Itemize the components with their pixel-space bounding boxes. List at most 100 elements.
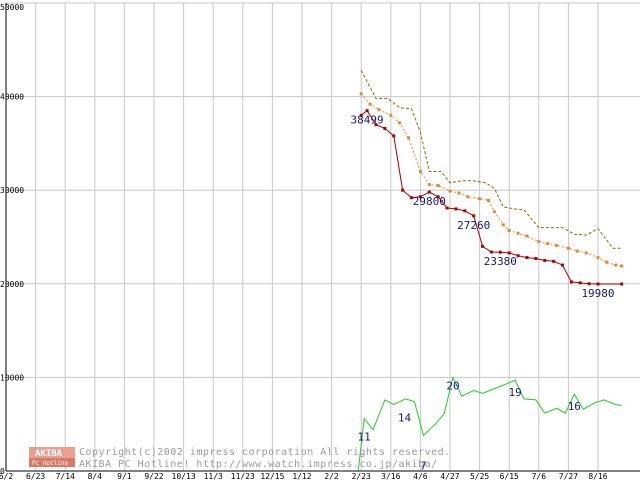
average-point (407, 136, 411, 140)
low-point (489, 250, 493, 254)
low-point (410, 196, 414, 200)
average-point (507, 228, 511, 232)
x-tick-label: 3/16 (381, 472, 400, 480)
y-tick-label: 0 (0, 467, 5, 476)
data-label: 19 (508, 386, 521, 399)
low-point (445, 206, 449, 210)
data-label: 11 (358, 431, 371, 444)
average-point (614, 263, 618, 267)
count-price-line (357, 375, 622, 472)
x-tick-label: 1/12 (292, 472, 311, 480)
low-point (507, 251, 511, 255)
series-group (357, 70, 624, 472)
x-tick-label: 4/27 (440, 472, 459, 480)
x-tick-label: 6/2 (0, 472, 13, 480)
average-point (466, 195, 470, 199)
low-point (569, 280, 573, 284)
average-point (584, 251, 588, 255)
low-point (587, 282, 591, 286)
average-point (620, 264, 624, 268)
x-tick-label: 6/15 (500, 472, 519, 480)
low-point (365, 109, 369, 113)
low-point (620, 282, 624, 286)
low-point (392, 134, 396, 138)
average-point (605, 260, 609, 264)
low-point (427, 190, 431, 194)
low-point (359, 113, 363, 117)
axes (5, 3, 640, 472)
average-point (436, 184, 440, 188)
low-point (401, 188, 405, 192)
x-tick-label: 12/15 (260, 472, 284, 480)
site-url-line: AKIBA PC Hotline! http://www.watch.impre… (79, 459, 438, 470)
data-label: 38499 (351, 114, 384, 127)
copyright-line: Copyright(c)2002 impress corporation All… (79, 447, 451, 458)
low-point (374, 123, 378, 127)
average-point (418, 169, 422, 173)
data-label: 16 (568, 400, 581, 413)
low-point (436, 195, 440, 199)
average-point (516, 231, 520, 235)
data-label: 27260 (457, 219, 490, 232)
data-label: 29800 (413, 195, 446, 208)
x-tick-label: 10/13 (172, 472, 196, 480)
y-tick-label: 10000 (0, 373, 24, 382)
y-tick-labels: 0 10000 20000 30000 40000 50000 (0, 3, 24, 476)
average-point (478, 197, 482, 201)
low-point (534, 257, 538, 261)
x-tick-label: 9/22 (144, 472, 163, 480)
x-tick-label: 11/23 (231, 472, 255, 480)
y-tick-label: 40000 (0, 93, 24, 102)
x-tick-label: 8/4 (88, 472, 103, 480)
low-point (418, 195, 422, 199)
average-point (575, 249, 579, 253)
low-point (383, 126, 387, 130)
x-tick-label: 11/3 (204, 472, 223, 480)
x-tick-label: 7/14 (56, 472, 75, 480)
high-price-line (360, 70, 622, 249)
data-label: 14 (398, 412, 412, 425)
average-point (555, 243, 559, 247)
average-point (501, 223, 505, 227)
low-point (552, 259, 556, 263)
low-point (463, 209, 467, 213)
x-tick-label: 7/27 (559, 472, 578, 480)
average-point (546, 242, 550, 246)
data-label: 20 (446, 379, 459, 392)
akiba-logo-subtext: PC Hotline (32, 460, 69, 467)
low-point (596, 282, 600, 286)
average-point (427, 183, 431, 187)
low-point (543, 258, 547, 262)
average-point (596, 256, 600, 260)
x-tick-label: 7/6 (532, 472, 547, 480)
average-point (486, 198, 490, 202)
average-point (377, 108, 381, 112)
low-point (472, 214, 476, 218)
average-point (537, 240, 541, 244)
akiba-logo-text: AKIBA (35, 449, 63, 459)
average-point (448, 189, 452, 193)
akiba-logo-bottom (29, 458, 75, 467)
x-tick-label: 9/1 (117, 472, 132, 480)
x-tick-label: 6/23 (26, 472, 45, 480)
average-point (368, 102, 372, 106)
x-tick-label: 2/23 (352, 472, 371, 480)
x-tick-labels: 6/2 6/23 7/14 8/4 9/1 9/22 10/13 11/3 11/23 12/15… (0, 472, 608, 480)
low-point (516, 254, 520, 258)
average-point (457, 191, 461, 195)
average-point (359, 92, 363, 96)
data-label: 23380 (484, 255, 517, 268)
low-point (454, 207, 458, 211)
x-tick-label: 4/6 (413, 472, 428, 480)
data-label: 19980 (581, 287, 614, 300)
watermark: AKIBA PC Hotline Copyright(c)2002 impres… (29, 447, 451, 470)
low-point (481, 244, 485, 248)
x-tick-label: 2/2 (324, 472, 339, 480)
average-point (492, 210, 496, 214)
y-tick-label: 50000 (0, 3, 24, 12)
grid-lines (5, 2, 640, 471)
average-price-line (360, 93, 622, 267)
low-point (578, 281, 582, 285)
low-point (498, 250, 502, 254)
